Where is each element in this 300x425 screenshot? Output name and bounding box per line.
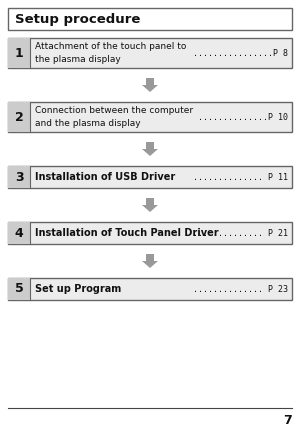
FancyBboxPatch shape [8, 222, 30, 244]
FancyBboxPatch shape [8, 278, 30, 300]
FancyBboxPatch shape [8, 38, 30, 68]
FancyBboxPatch shape [8, 8, 292, 30]
Text: Setup procedure: Setup procedure [15, 12, 140, 26]
Text: Installation of USB Driver: Installation of USB Driver [35, 172, 175, 182]
Polygon shape [142, 198, 158, 212]
Text: 7: 7 [283, 414, 292, 425]
Text: ..............P 10: ..............P 10 [198, 113, 288, 122]
FancyBboxPatch shape [8, 222, 292, 244]
Text: Attachment of the touch panel to: Attachment of the touch panel to [35, 42, 186, 51]
Text: ................P 8: ................P 8 [193, 48, 288, 57]
Text: .............. P 23: .............. P 23 [193, 284, 288, 294]
FancyBboxPatch shape [8, 102, 292, 132]
Text: 2: 2 [15, 110, 23, 124]
FancyBboxPatch shape [8, 166, 30, 188]
Text: 1: 1 [15, 46, 23, 60]
Polygon shape [142, 254, 158, 268]
FancyBboxPatch shape [8, 38, 292, 68]
FancyBboxPatch shape [8, 102, 30, 132]
FancyBboxPatch shape [8, 166, 292, 188]
Text: 5: 5 [15, 283, 23, 295]
Text: 3: 3 [15, 170, 23, 184]
Text: .............. P 11: .............. P 11 [193, 173, 288, 181]
Polygon shape [142, 78, 158, 92]
Text: Set up Program: Set up Program [35, 284, 121, 294]
Text: 4: 4 [15, 227, 23, 240]
Text: the plasma display: the plasma display [35, 55, 121, 65]
Polygon shape [142, 142, 158, 156]
Text: Installation of Touch Panel Driver: Installation of Touch Panel Driver [35, 228, 219, 238]
FancyBboxPatch shape [8, 278, 292, 300]
Text: Connection between the computer: Connection between the computer [35, 105, 193, 115]
Text: .............. P 21: .............. P 21 [193, 229, 288, 238]
Text: and the plasma display: and the plasma display [35, 119, 141, 128]
